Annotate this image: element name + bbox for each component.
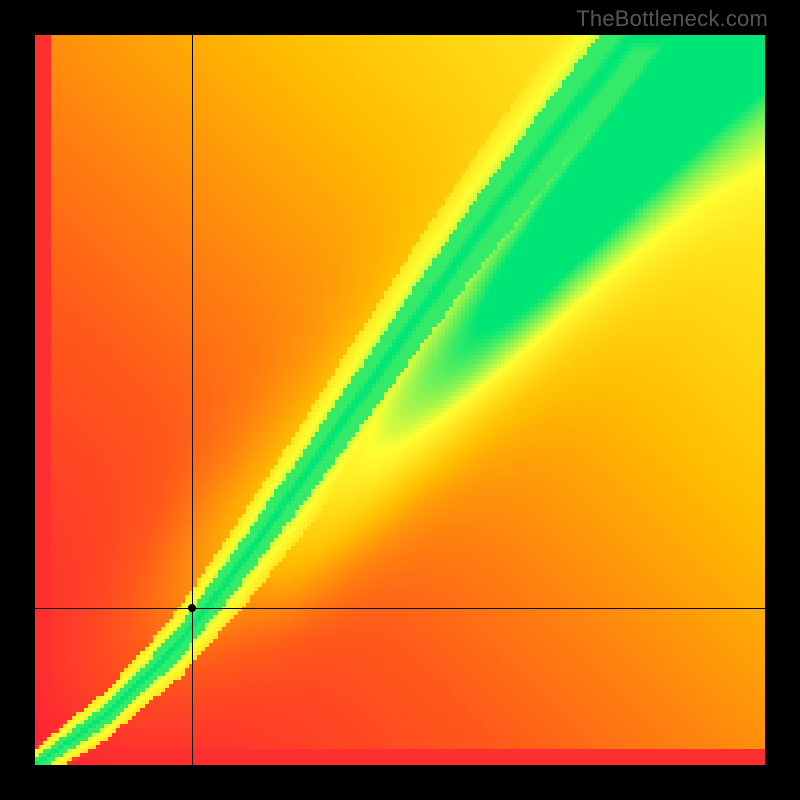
chart-frame: TheBottleneck.com	[0, 0, 800, 800]
heatmap-canvas	[35, 35, 765, 765]
plot-area	[35, 35, 765, 765]
watermark-text: TheBottleneck.com	[576, 6, 768, 32]
crosshair-horizontal	[35, 608, 765, 609]
marker-dot	[188, 604, 196, 612]
crosshair-vertical	[192, 35, 193, 765]
